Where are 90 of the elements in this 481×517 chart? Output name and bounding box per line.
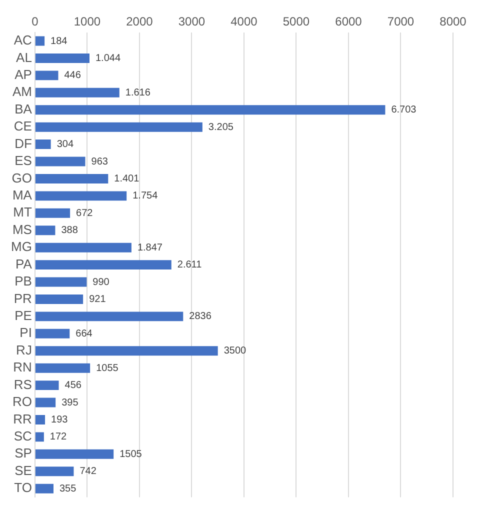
y-tick-label: SC <box>14 428 32 444</box>
bar <box>35 156 86 166</box>
y-tick-label: CE <box>14 118 32 134</box>
data-label: 172 <box>50 432 68 443</box>
data-label: 355 <box>59 483 77 494</box>
bar <box>35 140 51 150</box>
y-tick-label: RS <box>14 376 32 392</box>
y-tick-label: RN <box>13 360 32 375</box>
y-tick-label: AM <box>12 84 32 100</box>
bar <box>35 484 54 494</box>
x-tick-label: 6000 <box>335 14 362 29</box>
data-label: 2836 <box>189 311 212 322</box>
y-tick-label: RJ <box>16 342 32 358</box>
bar <box>35 70 58 80</box>
y-tick-label: MS <box>12 222 32 237</box>
bar <box>35 122 202 132</box>
y-tick-label: MT <box>13 204 32 220</box>
bar <box>35 226 56 236</box>
bar <box>35 415 46 424</box>
data-label: 304 <box>56 139 74 150</box>
bar <box>35 174 108 184</box>
y-tick-label: DF <box>14 136 32 151</box>
bar <box>35 294 84 304</box>
bar <box>35 277 87 287</box>
bar <box>35 36 45 46</box>
y-tick-label: SP <box>14 446 32 461</box>
x-tick-label: 4000 <box>230 14 258 29</box>
data-label: 388 <box>61 225 78 236</box>
bar <box>35 191 127 201</box>
y-tick-label: GO <box>12 170 32 186</box>
data-label: 921 <box>89 294 106 305</box>
data-label: 742 <box>80 466 97 478</box>
y-tick-label: BA <box>14 101 32 116</box>
bar <box>35 432 44 442</box>
bar <box>35 346 218 356</box>
x-tick-label: 0 <box>32 14 39 29</box>
y-tick-label: SE <box>14 462 32 478</box>
data-label: 6.703 <box>391 104 417 116</box>
bar <box>35 53 90 63</box>
y-tick-label: MG <box>10 239 32 254</box>
bar <box>35 449 114 459</box>
data-label: 990 <box>92 276 110 288</box>
data-label: 664 <box>76 328 93 340</box>
y-tick-label: PB <box>14 274 32 289</box>
x-tick-label: 7000 <box>387 14 414 29</box>
y-tick-label: AP <box>14 67 32 82</box>
x-tick-label: 1000 <box>74 14 101 29</box>
x-tick-label: 8000 <box>440 14 467 29</box>
bar <box>35 380 59 390</box>
data-label: 1055 <box>96 362 119 374</box>
data-label: 1505 <box>120 448 142 460</box>
bar <box>35 260 172 270</box>
x-tick-label: 3000 <box>178 14 206 29</box>
bar <box>35 105 386 115</box>
y-tick-label: PI <box>20 325 32 340</box>
data-label: 1.044 <box>96 52 121 64</box>
data-label: 2.611 <box>177 260 202 271</box>
data-label: 1.401 <box>114 173 140 184</box>
bar <box>35 88 120 98</box>
data-label: 1.616 <box>125 87 151 98</box>
bar <box>35 363 90 373</box>
data-label: 1.847 <box>137 242 163 254</box>
data-label: 446 <box>64 70 82 82</box>
y-tick-label: TO <box>14 480 32 496</box>
y-tick-label: PR <box>14 290 32 306</box>
bar <box>35 242 132 252</box>
data-label: 963 <box>91 156 108 168</box>
bar <box>35 466 74 476</box>
y-tick-label: RO <box>12 394 32 410</box>
data-label: 3500 <box>224 346 247 357</box>
bar <box>35 312 184 322</box>
x-tick-label: 2000 <box>126 14 154 29</box>
y-tick-label: AL <box>16 50 32 65</box>
x-tick-label: 5000 <box>282 14 310 29</box>
y-tick-label: RR <box>13 411 32 426</box>
bar <box>35 328 70 338</box>
y-tick-label: AC <box>14 32 32 48</box>
bar <box>35 398 56 408</box>
data-label: 672 <box>76 208 94 219</box>
data-label: 184 <box>50 36 68 47</box>
data-label: 456 <box>64 380 82 392</box>
bar <box>35 208 70 218</box>
data-label: 1.754 <box>132 190 158 202</box>
data-label: 395 <box>62 397 79 408</box>
data-label: 193 <box>51 414 68 426</box>
y-tick-label: MA <box>12 188 32 203</box>
y-tick-label: PE <box>14 308 32 324</box>
y-tick-label: ES <box>14 153 32 168</box>
y-tick-label: PA <box>16 256 32 272</box>
data-label: 3.205 <box>208 122 234 133</box>
